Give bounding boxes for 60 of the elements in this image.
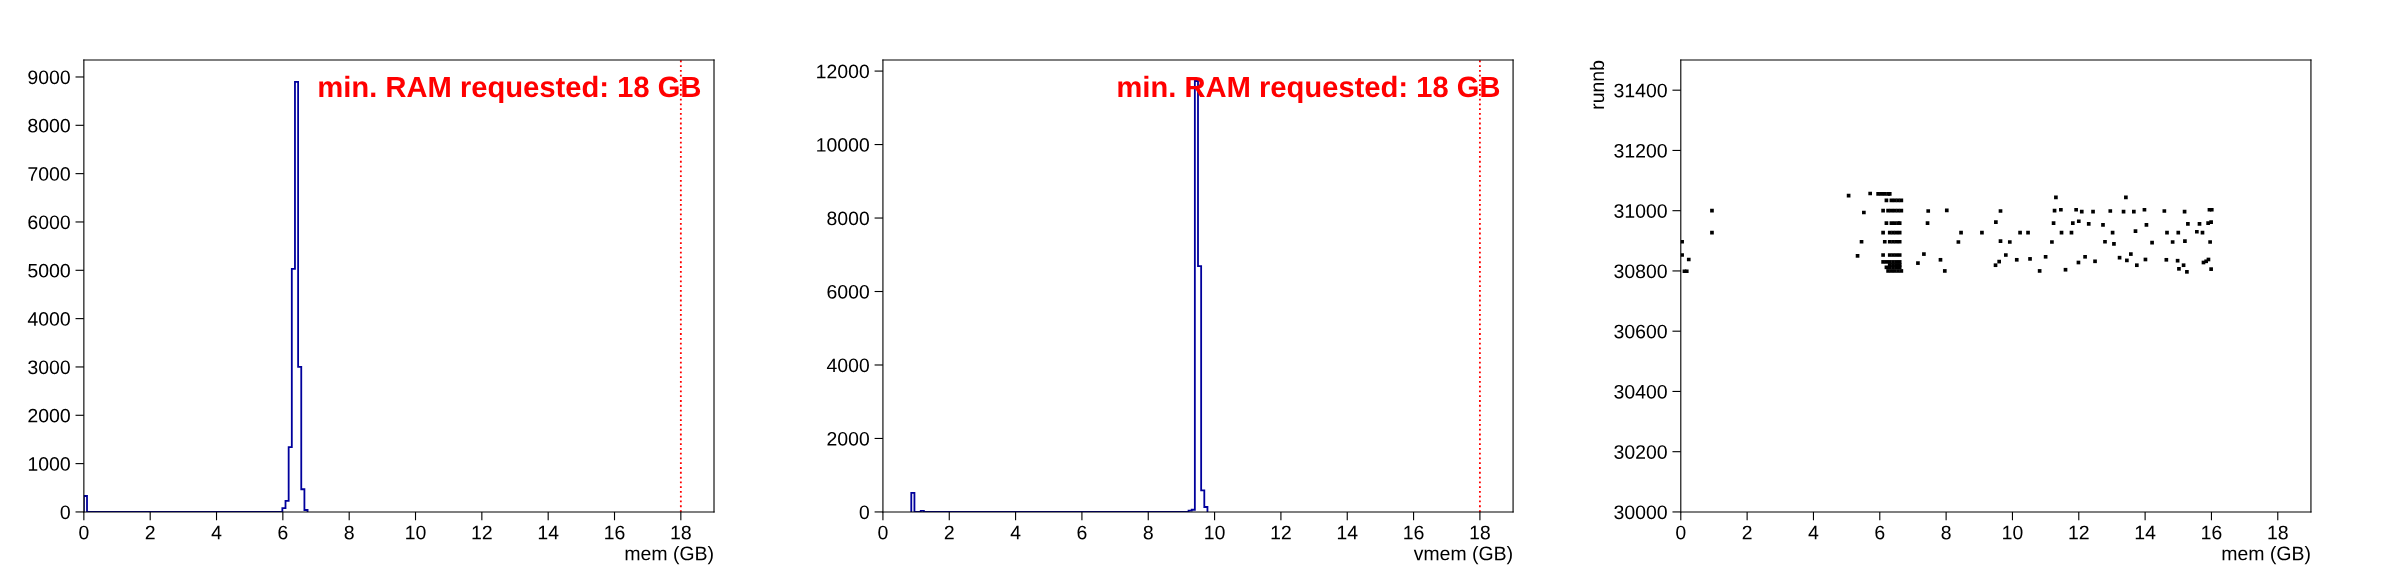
x-tick-label: 16 (605, 525, 625, 540)
y-tick-label: 30200 (1614, 445, 1667, 459)
y-tick-label: 10000 (817, 138, 869, 152)
x-tick-label: 4 (1808, 525, 1819, 540)
y-tick-label: 8000 (28, 118, 70, 133)
y-tick-label: 6000 (28, 215, 70, 230)
y-tick-label: 31200 (1614, 143, 1667, 158)
y-tick-label: 3000 (28, 360, 70, 375)
y-tick-label: 8000 (827, 211, 869, 226)
x-tick-label: 6 (1077, 525, 1087, 540)
x-tick-label: 18 (2268, 525, 2288, 540)
y-tick-label: 30400 (1614, 384, 1667, 399)
x-tick-label: 16 (1404, 525, 1424, 540)
x-tick-label: 0 (878, 525, 888, 540)
x-tick-label: 8 (344, 525, 354, 540)
y-tick-label: 0 (60, 505, 70, 520)
x-tick-label: 16 (2202, 525, 2222, 540)
x-tick-label: 14 (1337, 525, 1358, 540)
y-axis-title: runnb (1589, 60, 1605, 109)
y-tick-label: 5000 (28, 263, 70, 278)
x-tick-label: 8 (1143, 525, 1153, 540)
x-tick-label: 14 (538, 525, 559, 540)
x-tick-label: 12 (472, 525, 492, 540)
x-tick-label: 10 (406, 525, 426, 540)
x-tick-label: 12 (1271, 525, 1291, 540)
x-tick-label: 18 (1470, 525, 1490, 540)
y-tick-label: 12000 (817, 64, 869, 79)
x-tick-label: 14 (2135, 525, 2156, 540)
x-axis-title: mem (GB) (2222, 546, 2310, 565)
x-tick-label: 2 (1742, 525, 1752, 540)
y-tick-label: 4000 (27, 312, 70, 326)
x-tick-label: 6 (1875, 525, 1885, 540)
x-tick-label: 18 (671, 525, 691, 540)
x-tick-label: 12 (2069, 525, 2089, 540)
x-tick-label: 4 (1010, 525, 1021, 540)
y-tick-label: 6000 (827, 284, 869, 299)
y-tick-label: 1000 (28, 457, 70, 471)
x-tick-label: 2 (944, 525, 954, 540)
y-tick-label: 30800 (1614, 264, 1667, 279)
x-tick-label: 4 (211, 525, 222, 540)
x-tick-label: 6 (278, 525, 288, 540)
x-tick-label: 10 (2003, 525, 2023, 540)
y-tick-label: 30600 (1614, 324, 1667, 339)
y-tick-label: 2000 (28, 408, 70, 423)
y-tick-label: 31400 (1614, 83, 1667, 98)
y-tick-label: 31000 (1614, 204, 1667, 218)
x-tick-label: 2 (145, 525, 155, 540)
x-axis-title: mem (GB) (625, 546, 713, 565)
y-tick-label: 4000 (826, 358, 869, 373)
y-tick-label: 30000 (1614, 505, 1667, 520)
y-tick-label: 7000 (28, 167, 70, 181)
y-tick-label: 0 (859, 505, 869, 520)
x-tick-label: 0 (79, 525, 89, 540)
ref-line-label: min. RAM requested: 18 GB (319, 75, 701, 104)
x-tick-label: 0 (1676, 525, 1686, 540)
x-axis-title: vmem (GB) (1413, 546, 1512, 565)
x-tick-label: 8 (1941, 525, 1951, 540)
y-tick-label: 9000 (28, 70, 70, 85)
x-tick-label: 10 (1205, 525, 1225, 540)
y-tick-label: 2000 (827, 431, 869, 446)
